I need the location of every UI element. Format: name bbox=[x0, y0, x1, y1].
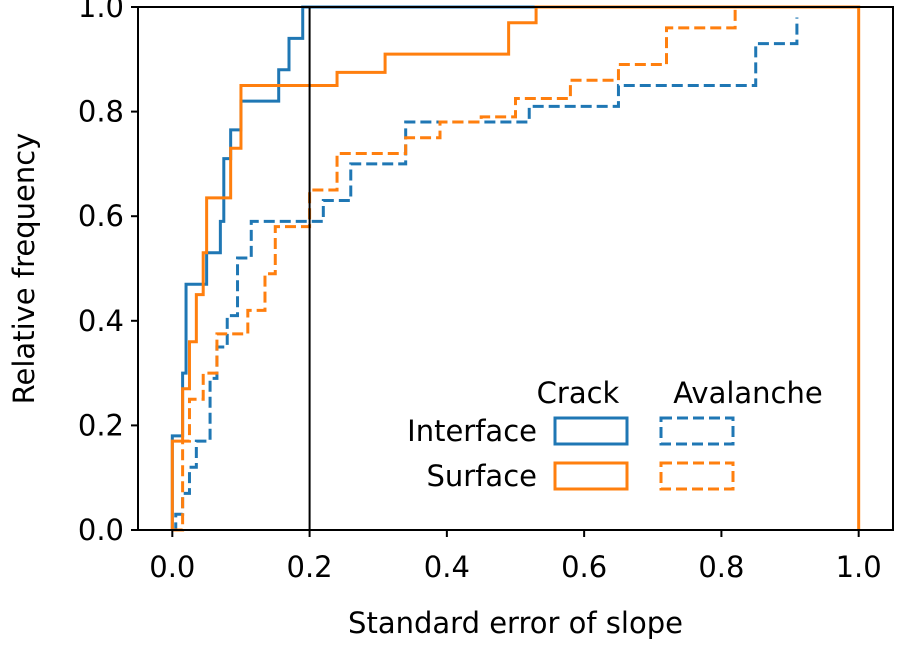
legend-header-avalanche: Avalanche bbox=[673, 376, 822, 410]
legend-row-surface: Surface bbox=[427, 459, 537, 493]
x-tick-label: 0.2 bbox=[287, 550, 333, 584]
y-tick-label: 0.8 bbox=[78, 95, 124, 129]
x-tick-label: 1.0 bbox=[836, 550, 882, 584]
series-surface-avalanche bbox=[172, 7, 737, 532]
x-tick-label: 0.0 bbox=[149, 550, 195, 584]
x-tick-label: 0.4 bbox=[424, 550, 470, 584]
axis-ticks: 0.0 0.2 0.4 0.6 0.8 1.0 0.0 0.2 0.4 0.6 0.8 1.0 bbox=[78, 0, 882, 584]
legend-swatch-surface-crack bbox=[553, 461, 629, 491]
x-axis-label: Standard error of slope bbox=[348, 606, 683, 640]
y-axis-label: Relative frequency bbox=[7, 133, 41, 405]
plot-frame bbox=[137, 6, 894, 531]
series-surface-crack bbox=[170, 5, 861, 530]
legend-swatch-interface-avalanche bbox=[659, 416, 735, 446]
legend-row-interface: Interface bbox=[407, 414, 537, 448]
y-tick-label: 1.0 bbox=[78, 0, 124, 24]
y-tick-label: 0.4 bbox=[78, 304, 124, 338]
series-layer bbox=[170, 5, 861, 532]
legend-swatch-surface-avalanche bbox=[659, 461, 735, 491]
x-tick-label: 0.8 bbox=[698, 550, 744, 584]
y-tick-label: 0.0 bbox=[78, 513, 124, 547]
series-interface-avalanche bbox=[172, 17, 799, 532]
legend-header-crack: Crack bbox=[537, 376, 620, 410]
legend-swatch-interface-crack bbox=[553, 416, 629, 446]
series-interface-crack bbox=[170, 5, 537, 530]
y-tick-label: 0.2 bbox=[78, 408, 124, 442]
legend-swatches bbox=[553, 416, 735, 491]
y-tick-label: 0.6 bbox=[78, 199, 124, 233]
x-tick-label: 0.6 bbox=[561, 550, 607, 584]
legend: Crack Avalanche Interface Surface bbox=[407, 376, 823, 493]
